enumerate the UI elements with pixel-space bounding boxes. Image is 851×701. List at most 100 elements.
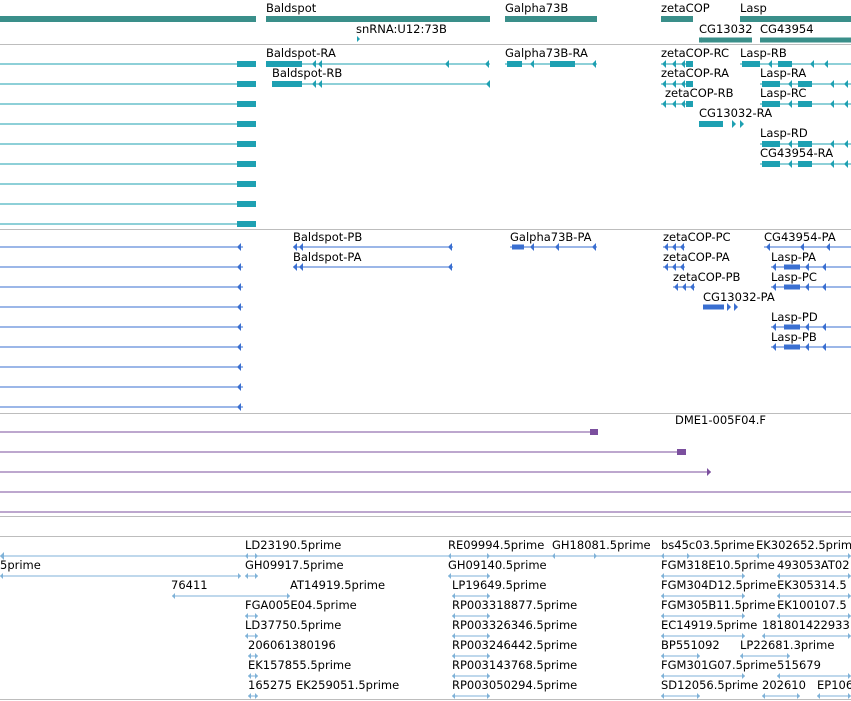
transcript-arrow-baldspot-ra-3[interactable] (445, 60, 449, 68)
protein-arrow-baldspot-pb-3[interactable] (448, 243, 452, 251)
protein-arrow-lasp-pa-1[interactable] (772, 263, 776, 271)
protein-arrow-lasp-pb-3[interactable] (822, 343, 826, 351)
protein-arrow-lasp-pa-3[interactable] (822, 263, 826, 271)
est-arrow-end-gh18081[interactable] (594, 553, 597, 559)
est-arrow-bs45c03[interactable] (661, 553, 664, 559)
transcript-exon-left-8[interactable] (237, 221, 256, 227)
transcript-arrow-lasp-rd-3[interactable] (844, 140, 848, 148)
transcript-exon-left-3[interactable] (237, 121, 256, 127)
protein-arrow-zetacop-pb-1[interactable] (674, 283, 678, 291)
transcript-exon-left-0[interactable] (237, 61, 256, 67)
est-arrow-end-fgm301g07[interactable] (742, 673, 745, 679)
gene-bar-snrna[interactable] (357, 36, 360, 42)
est-arrow-181801422933[interactable] (762, 633, 765, 639)
protein-arrow-lasp-pd-3[interactable] (822, 323, 826, 331)
transcript-arrow-zetacop-ra-3[interactable] (681, 80, 685, 88)
gene-bar-cg13032[interactable] (699, 37, 752, 43)
est-arrow-rp003326346[interactable] (452, 633, 455, 639)
est-arrow-end-rp003143768[interactable] (487, 673, 490, 679)
transcript-arrow-lasp-rc-2[interactable] (830, 100, 834, 108)
protein-arrow-baldspot-pa-3[interactable] (448, 263, 452, 271)
transcript-arrow-lasp-cg43954-1[interactable] (788, 160, 792, 168)
protein-exon-lasp-pa[interactable] (784, 264, 800, 270)
est-arrow-fgm318e10[interactable] (661, 573, 664, 579)
transcript-exon-left-4[interactable] (237, 141, 256, 147)
est-arrow-end-fgm318e10[interactable] (742, 573, 745, 579)
est-arrow-fgm305b11[interactable] (661, 613, 664, 619)
est-arrow-gh09917[interactable] (245, 573, 248, 579)
est-arrow-end-fgm304d12[interactable] (742, 593, 745, 599)
transcript-exon-lasp-cg43954-2[interactable] (798, 161, 812, 167)
transcript-exon-lasp-rc-2[interactable] (798, 101, 812, 107)
clone-end-1[interactable] (590, 429, 598, 435)
est-arrow-end-fgm305b11[interactable] (742, 613, 745, 619)
transcript-arrow-lasp-ra-3[interactable] (844, 80, 848, 88)
transcript-exon-lasp-cg43954-1[interactable] (762, 161, 780, 167)
gene-arrow-cg13032[interactable] (699, 37, 702, 43)
protein-arrow-lasp-pd-1[interactable] (772, 323, 776, 331)
transcript-exon-lasp-rc-1[interactable] (762, 101, 780, 107)
transcript-exon-cg13032-ra[interactable] (699, 121, 723, 127)
est-arrow-fga005e04[interactable] (245, 613, 248, 619)
est-arrow-end-gh09140[interactable] (487, 573, 490, 579)
est-arrow-re09994[interactable] (448, 553, 451, 559)
est-arrow-bp551092[interactable] (661, 653, 664, 659)
transcript-arrow-lasp-rb-3[interactable] (824, 60, 828, 68)
protein-arrow-lasp-pc-1[interactable] (772, 283, 776, 291)
est-arrow-end-181801422933[interactable] (848, 633, 851, 639)
est-arrow-202610[interactable] (762, 693, 765, 699)
est-arrow-end-ec14919[interactable] (742, 633, 745, 639)
est-arrow-end-rp003246442[interactable] (487, 653, 490, 659)
transcript-arrow-cg13032-ra-1[interactable] (732, 120, 736, 128)
transcript-arrow-lasp-rb-2[interactable] (810, 60, 814, 68)
transcript-exon-left-5[interactable] (237, 161, 256, 167)
transcript-exon-left-1[interactable] (237, 81, 256, 87)
protein-arrow-zetacop-pb-2[interactable] (682, 283, 686, 291)
est-arrow-ek302652[interactable] (756, 553, 759, 559)
est-arrow-165275[interactable] (248, 693, 251, 699)
transcript-exon-lasp-rb-1[interactable] (742, 61, 760, 67)
protein-arrow-zetacop-pc-3[interactable] (680, 243, 684, 251)
protein-arrow-lasp-pb-1[interactable] (772, 343, 776, 351)
protein-arrow-cg13032-pa-2[interactable] (734, 303, 738, 311)
est-arrow-515679[interactable] (777, 673, 780, 679)
protein-arrow-left-3[interactable] (237, 303, 241, 311)
est-arrow-end-left-long[interactable] (238, 573, 241, 579)
clone-end-2[interactable] (677, 449, 686, 455)
protein-arrow-lasp-pd-2[interactable] (805, 323, 809, 331)
est-arrow-end-493053at02[interactable] (848, 573, 851, 579)
protein-exon-lasp-pc[interactable] (784, 284, 800, 290)
est-arrow-end-ep106[interactable] (848, 693, 851, 699)
est-arrow-end-202610[interactable] (797, 693, 800, 699)
est-arrow-rp003318877[interactable] (452, 613, 455, 619)
est-arrow-end-ld23190[interactable] (255, 553, 258, 559)
transcript-arrow-galpha73b-ra-1[interactable] (530, 60, 534, 68)
transcript-arrow-baldspot-rb-2[interactable] (318, 80, 322, 88)
transcript-arrow-baldspot-rb-3[interactable] (486, 80, 490, 88)
protein-arrow-lasp-pb-2[interactable] (805, 343, 809, 351)
transcript-exon-galpha73b-ra-2[interactable] (550, 61, 575, 67)
protein-arrow-galpha73b-pa-1[interactable] (530, 243, 534, 251)
transcript-exon-lasp-ra-1[interactable] (762, 81, 780, 87)
est-arrow-end-206061380196[interactable] (255, 653, 258, 659)
transcript-exon-galpha73b-ra-1[interactable] (507, 61, 522, 67)
est-arrow-end-bp551092[interactable] (697, 653, 700, 659)
protein-arrow-lasp-pc-3[interactable] (822, 283, 826, 291)
protein-arrow-left-6[interactable] (237, 363, 241, 371)
est-arrow-end-fga005e04[interactable] (255, 613, 258, 619)
est-arrow-493053at02[interactable] (777, 573, 780, 579)
transcript-exon-left-2[interactable] (237, 101, 256, 107)
est-arrow-206061380196[interactable] (248, 653, 251, 659)
est-arrow-gh09140[interactable] (448, 573, 451, 579)
transcript-arrow-lasp-cg43954-3[interactable] (844, 160, 848, 168)
est-arrow-end-76411[interactable] (287, 593, 290, 599)
protein-arrow-left-4[interactable] (237, 323, 241, 331)
transcript-arrow-lasp-ra-2[interactable] (830, 80, 834, 88)
protein-arrow-baldspot-pa-2[interactable] (299, 263, 303, 271)
est-arrow-end-re09994[interactable] (487, 553, 490, 559)
est-arrow-end-rp003318877[interactable] (487, 613, 490, 619)
est-arrow-ek305314[interactable] (777, 593, 780, 599)
transcript-arrow-zetacop-rb-1[interactable] (662, 100, 666, 108)
est-arrow-end-ld37750[interactable] (255, 633, 258, 639)
protein-arrow-galpha73b-pa-2[interactable] (555, 243, 559, 251)
